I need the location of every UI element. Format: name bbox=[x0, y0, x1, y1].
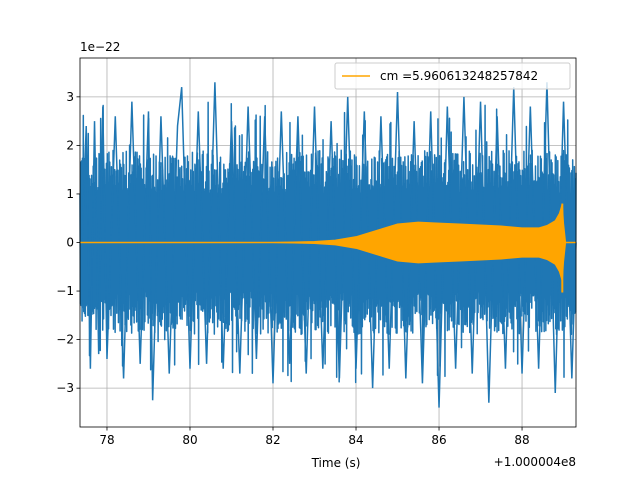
y-tick-label: 3 bbox=[66, 90, 74, 104]
y-tick-label: −1 bbox=[56, 284, 74, 298]
x-tick-label: 88 bbox=[514, 433, 529, 447]
x-tick-label: 82 bbox=[265, 433, 280, 447]
y-tick-label: 2 bbox=[66, 138, 74, 152]
legend: cm =5.960613248257842 bbox=[334, 62, 571, 90]
x-tick-label: 84 bbox=[348, 433, 363, 447]
y-tick-label: −3 bbox=[56, 381, 74, 395]
series-strain-noise bbox=[79, 82, 577, 408]
x-tick-label: 86 bbox=[431, 433, 446, 447]
y-exponent-label: 1e−22 bbox=[80, 40, 120, 54]
x-tick-label: 78 bbox=[99, 433, 114, 447]
legend-label-template-signal: cm =5.960613248257842 bbox=[380, 69, 538, 83]
x-tick-label: 80 bbox=[182, 433, 197, 447]
y-tick-label: −2 bbox=[56, 333, 74, 347]
x-offset-label: +1.000004e8 bbox=[494, 455, 576, 469]
x-axis-label: Time (s) bbox=[311, 456, 361, 470]
legend-box bbox=[334, 62, 571, 90]
y-tick-label: 0 bbox=[66, 236, 74, 250]
axis-tick-labels: 78 80 82 84 86 88 −3 −2 −1 0 1 2 3 bbox=[56, 90, 529, 447]
y-tick-label: 1 bbox=[66, 187, 74, 201]
axis-ticks bbox=[76, 96, 523, 431]
series-template-signal bbox=[80, 203, 576, 293]
strain-noise-peaks bbox=[81, 82, 577, 408]
